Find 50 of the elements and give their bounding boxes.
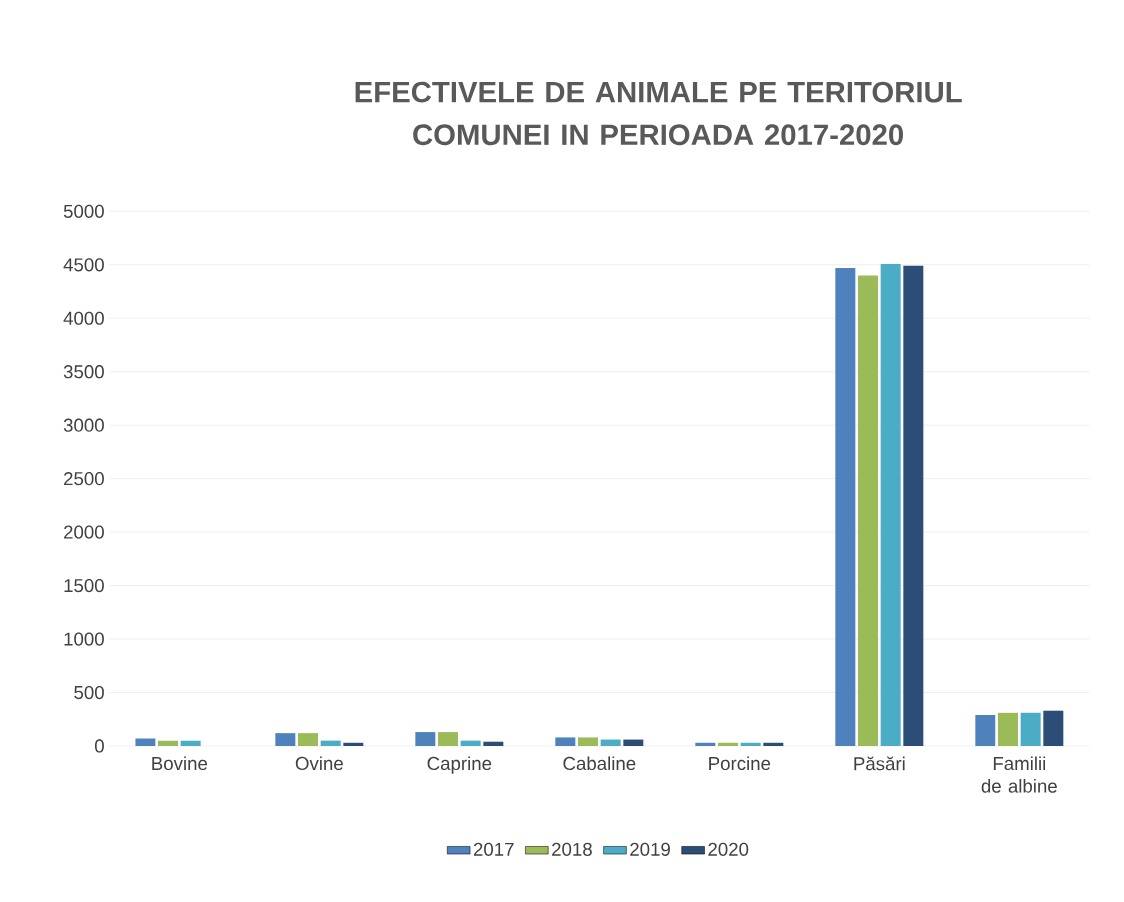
bar	[275, 733, 296, 746]
bar	[835, 268, 856, 746]
legend-label: 2017	[473, 842, 514, 856]
x-tick-label: Porcine	[709, 756, 771, 771]
bar	[858, 275, 878, 746]
y-tick-label: 3500	[63, 365, 104, 379]
y-tick-label: 500	[74, 685, 104, 700]
bar	[623, 739, 644, 746]
bar	[180, 740, 201, 746]
bar	[298, 733, 318, 746]
legend-label: 2020	[708, 842, 749, 856]
y-tick-label: 5000	[63, 204, 104, 218]
bar	[718, 742, 738, 746]
x-tick-label: Ovine	[295, 756, 343, 771]
y-tick-label: 2000	[64, 525, 104, 539]
chart-title: EFECTIVELE DE ANIMALE PE TERITORIUL COMUNEI IN PERIOADA 2017-2020	[355, 81, 962, 146]
y-tick-label: 4000	[63, 311, 104, 325]
bar	[763, 742, 784, 746]
bar	[600, 739, 621, 746]
bar	[695, 742, 716, 746]
bar	[975, 714, 996, 746]
y-tick-label: 4500	[63, 258, 104, 272]
bar	[320, 740, 341, 746]
legend-label: 2018	[552, 842, 592, 856]
bar	[1043, 710, 1064, 746]
bar	[997, 712, 1018, 746]
bar	[740, 742, 761, 746]
x-tick-label: Cabaline	[563, 756, 636, 771]
x-tick-label: Păsări	[854, 756, 905, 771]
bar	[460, 740, 481, 746]
bar	[135, 738, 156, 746]
y-tick-label: 1500	[64, 578, 104, 593]
bar	[903, 265, 924, 746]
bar	[880, 263, 901, 746]
bar	[483, 741, 504, 746]
bar	[438, 732, 458, 746]
y-tick-label: 2500	[64, 472, 104, 486]
y-tick-label: 0	[94, 739, 104, 753]
bar	[158, 740, 178, 746]
bar	[578, 737, 598, 746]
bar	[1020, 712, 1041, 746]
x-tick-label: Caprine	[427, 756, 492, 774]
bar	[555, 737, 576, 746]
y-tick-label: 1000	[64, 632, 104, 646]
legend-label: 2019	[630, 842, 670, 856]
y-tick-label: 3000	[63, 418, 104, 432]
bar	[343, 742, 364, 746]
x-tick-label: Bovine	[152, 756, 208, 771]
x-tick-label: Familii de albine	[981, 756, 1057, 793]
bar	[415, 732, 436, 746]
